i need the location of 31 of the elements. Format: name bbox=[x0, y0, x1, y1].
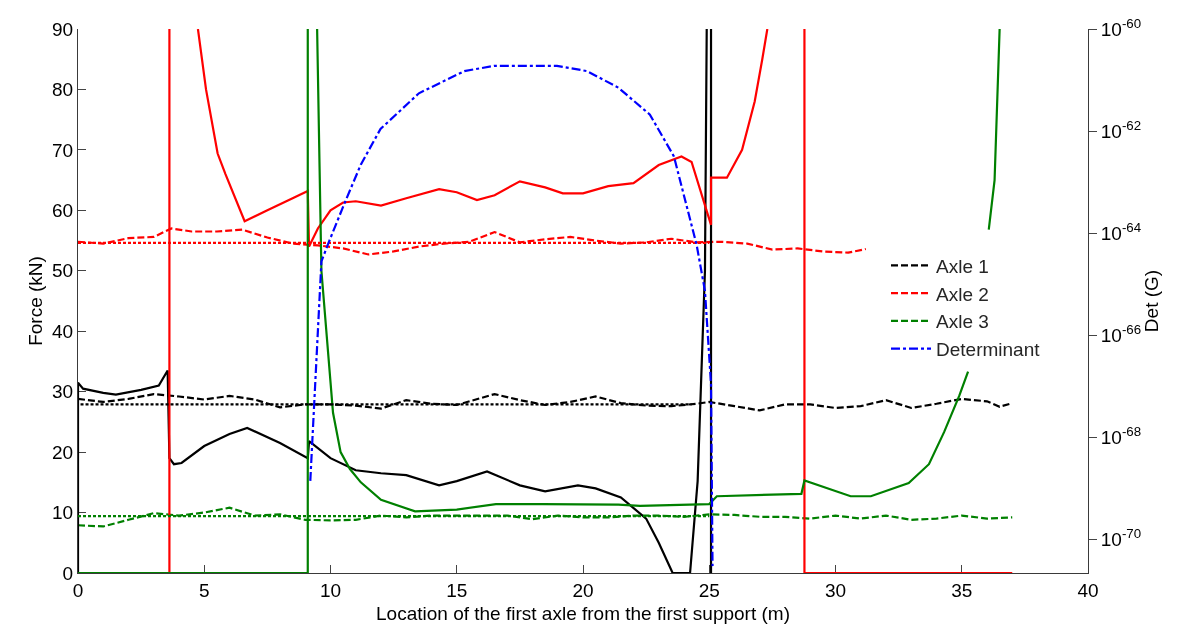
x-tick-label: 35 bbox=[951, 579, 973, 601]
y2-tick-label: 10$^{-70}$ bbox=[1100, 526, 1142, 551]
y2-tick-label: 10$^{-66}$ bbox=[1100, 321, 1142, 346]
legend-label: Axle 2 bbox=[936, 283, 989, 305]
y-tick-label: 90 bbox=[52, 18, 74, 40]
y-tick-label: 10 bbox=[52, 502, 74, 524]
x-tick-label: 15 bbox=[446, 579, 468, 601]
legend-label: Determinant bbox=[936, 338, 1041, 360]
y2-tick-label: 10$^{-64}$ bbox=[1100, 219, 1142, 244]
y-tick-label: 60 bbox=[52, 199, 74, 221]
x-tick-label: 20 bbox=[572, 579, 594, 601]
y2-tick-label: 10$^{-68}$ bbox=[1100, 424, 1142, 448]
legend-label: Axle 3 bbox=[936, 311, 989, 333]
y2-tick-label: 10$^{-60}$ bbox=[1100, 15, 1142, 40]
y-axis-title: Force (kN) bbox=[24, 256, 46, 346]
y-tick-label: 30 bbox=[52, 381, 74, 403]
y-tick-label: 20 bbox=[52, 441, 74, 463]
x-tick-label: 40 bbox=[1077, 579, 1099, 601]
x-tick-label: 25 bbox=[698, 579, 720, 601]
y-tick-label: 50 bbox=[52, 260, 74, 282]
x-axis-title: Location of the first axle from the first support (m) bbox=[376, 602, 790, 624]
y-tick-label: 0 bbox=[62, 562, 74, 584]
x-tick-label: 5 bbox=[198, 579, 210, 601]
x-tick-label: 10 bbox=[319, 579, 342, 601]
x-tick-label: 30 bbox=[824, 579, 847, 601]
y2-axis-title: Det (G) bbox=[1141, 269, 1163, 333]
y-tick-label: 70 bbox=[52, 139, 74, 161]
y-tick-label: 40 bbox=[52, 320, 74, 342]
y-tick-label: 80 bbox=[52, 79, 74, 101]
y2-tick-label: 10$^{-62}$ bbox=[1100, 117, 1142, 142]
legend-label: Axle 1 bbox=[936, 255, 989, 277]
